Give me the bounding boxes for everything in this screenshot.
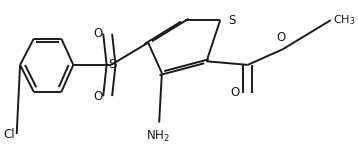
Text: O: O	[276, 31, 286, 44]
Text: CH$_3$: CH$_3$	[333, 13, 355, 27]
Text: NH$_2$: NH$_2$	[145, 129, 169, 144]
Text: S: S	[228, 14, 235, 27]
Text: Cl: Cl	[3, 127, 15, 141]
Text: O: O	[93, 27, 103, 40]
Text: O: O	[230, 86, 239, 99]
Text: S: S	[108, 58, 116, 71]
Text: O: O	[93, 90, 103, 103]
